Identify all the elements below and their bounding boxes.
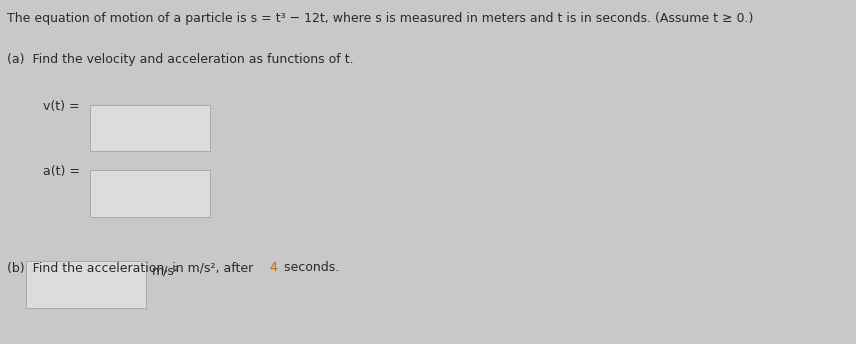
FancyBboxPatch shape: [26, 261, 146, 308]
FancyBboxPatch shape: [90, 105, 210, 151]
Text: a(t) =: a(t) =: [43, 165, 80, 178]
FancyBboxPatch shape: [90, 170, 210, 217]
Text: (b)  Find the acceleration, in m/s², after: (b) Find the acceleration, in m/s², afte…: [7, 261, 257, 275]
Text: seconds.: seconds.: [280, 261, 339, 275]
Text: m/s²: m/s²: [152, 265, 181, 278]
Text: (a)  Find the velocity and acceleration as functions of t.: (a) Find the velocity and acceleration a…: [7, 53, 354, 66]
Text: The equation of motion of a particle is s = t³ − 12t, where s is measured in met: The equation of motion of a particle is …: [7, 12, 753, 25]
Text: v(t) =: v(t) =: [43, 100, 80, 113]
Text: 4: 4: [270, 261, 277, 275]
